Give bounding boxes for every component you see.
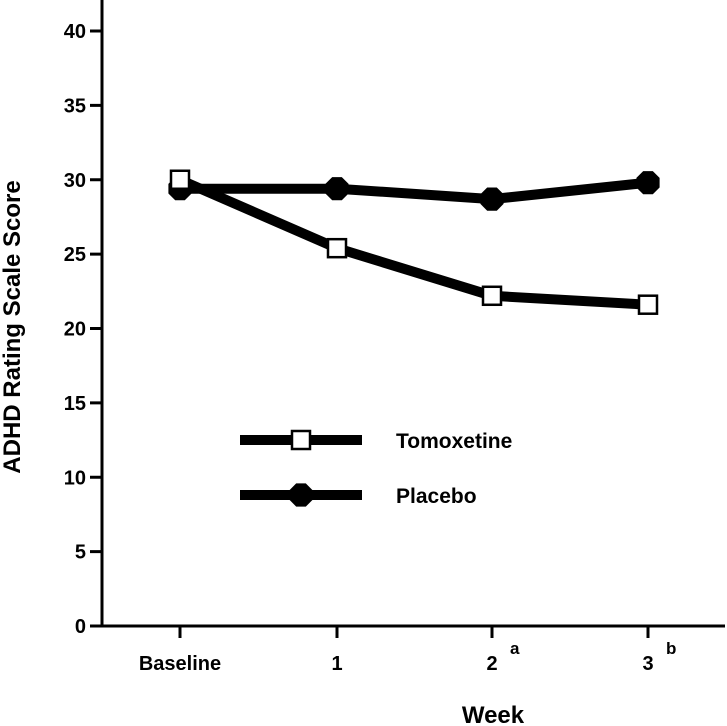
y-tick-label: 15 (64, 393, 86, 415)
y-axis-title: ADHD Rating Scale Score (0, 180, 26, 473)
y-ticks: 0 5 10 15 20 25 30 35 40 (64, 21, 102, 638)
axes (100, 0, 725, 628)
legend-item-tomoxetine: Tomoxetine (240, 429, 512, 453)
x-ticks: Baseline 1 2a 3b (139, 626, 676, 675)
legend-marker-tomoxetine (290, 429, 312, 451)
data-point-placebo (325, 177, 349, 201)
series-layer (168, 169, 660, 315)
x-tick-superscript: a (510, 639, 520, 658)
x-tick-label: 3 (642, 653, 653, 675)
y-tick-label: 40 (64, 21, 86, 43)
series-line-tomoxetine (178, 175, 649, 310)
series-tomoxetine (169, 169, 659, 315)
y-tick-label: 10 (64, 467, 86, 489)
data-point-placebo (636, 171, 660, 195)
data-point-tomoxetine (637, 294, 659, 315)
x-tick-label: 1 (331, 653, 342, 675)
data-point-tomoxetine (326, 237, 348, 259)
legend-item-placebo: Placebo (240, 483, 477, 508)
x-tick-superscript: b (666, 639, 676, 658)
y-tick-label: 0 (75, 616, 86, 638)
x-tick-label: 2 (486, 653, 497, 675)
data-point-placebo (480, 187, 504, 211)
legend-marker-placebo (289, 483, 313, 507)
series-line-placebo (180, 177, 649, 205)
y-tick-label: 25 (64, 244, 86, 266)
legend-label-tomoxetine: Tomoxetine (396, 430, 512, 453)
data-point-tomoxetine (169, 169, 191, 190)
legend-label-placebo: Placebo (396, 485, 477, 508)
legend: Tomoxetine Placebo (240, 429, 512, 508)
data-point-tomoxetine (481, 285, 503, 307)
y-tick-label: 5 (75, 542, 86, 564)
x-axis-title: Week (462, 702, 525, 726)
y-tick-label: 30 (64, 170, 86, 192)
x-tick-label: Baseline (139, 653, 221, 675)
y-tick-label: 35 (64, 95, 86, 117)
y-tick-label: 20 (64, 319, 86, 341)
